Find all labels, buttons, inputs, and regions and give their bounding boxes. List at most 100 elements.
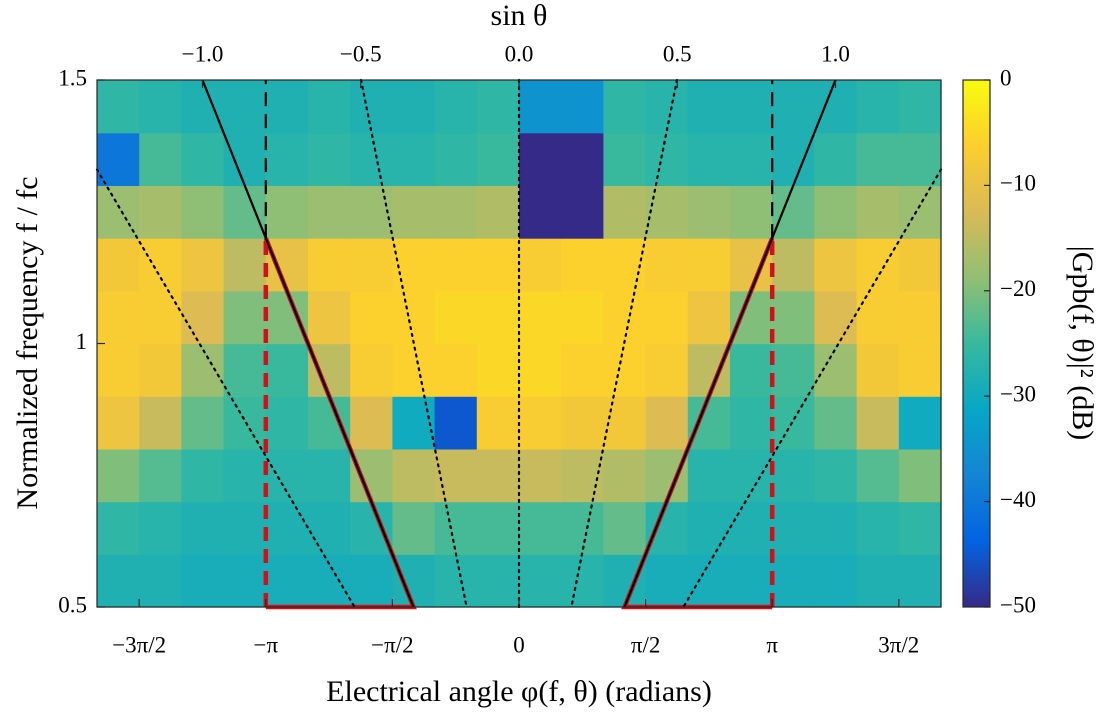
heatmap-cell bbox=[814, 501, 858, 555]
heatmap-cell bbox=[308, 80, 351, 134]
heatmap-cell bbox=[350, 238, 393, 292]
heatmap-cell bbox=[645, 396, 689, 450]
heatmap-cell bbox=[223, 185, 267, 239]
heatmap-cell bbox=[434, 343, 478, 397]
colorbar-tick-label: −30 bbox=[1000, 381, 1036, 406]
heatmap-cell bbox=[772, 238, 815, 292]
heatmap-cell bbox=[687, 501, 731, 555]
heatmap-cell bbox=[308, 396, 351, 450]
heatmap-cell bbox=[139, 132, 182, 186]
colorbar-tick-label: −40 bbox=[1000, 487, 1036, 512]
y-tick-label: 1.5 bbox=[58, 65, 87, 90]
heatmap-cell bbox=[519, 343, 562, 397]
heatmap-cell bbox=[223, 554, 267, 608]
heatmap-cell bbox=[181, 290, 225, 345]
heatmap-cell bbox=[645, 290, 689, 345]
heatmap-cell bbox=[898, 238, 942, 292]
heatmap-cell bbox=[603, 80, 647, 134]
heatmap-cell bbox=[519, 185, 562, 239]
heatmap-cell bbox=[350, 343, 393, 397]
heatmap-cell bbox=[434, 396, 478, 450]
heatmap-cell bbox=[687, 396, 731, 450]
heatmap-cell bbox=[308, 501, 351, 555]
heatmap-cell bbox=[265, 448, 309, 503]
x2-tick-label: 0.5 bbox=[663, 41, 692, 66]
heatmap-cell bbox=[223, 501, 267, 555]
colorbar-tick-label: −10 bbox=[1000, 171, 1036, 196]
overlay-line bbox=[570, 78, 679, 609]
heatmap-cell bbox=[856, 448, 900, 503]
heatmap-cell bbox=[181, 238, 225, 292]
heatmap-cell bbox=[561, 554, 604, 608]
heatmap-cell bbox=[856, 501, 900, 555]
heatmap-cell bbox=[476, 396, 520, 450]
heatmap-cell bbox=[603, 185, 647, 239]
heatmap-cell bbox=[139, 501, 182, 555]
heatmap-cell bbox=[519, 448, 562, 503]
heatmap-cell bbox=[392, 185, 436, 239]
heatmap-cell bbox=[898, 132, 942, 186]
heatmap-cell bbox=[392, 238, 436, 292]
heatmap-cell bbox=[603, 132, 647, 186]
heatmap-cell bbox=[265, 238, 309, 292]
heatmap-cell bbox=[561, 396, 604, 450]
heatmap-cell bbox=[898, 448, 942, 503]
x2-tick-label: −0.5 bbox=[340, 41, 382, 66]
heatmap-cell bbox=[139, 396, 182, 450]
x-tick-label: π/2 bbox=[631, 632, 661, 657]
heatmap-cell bbox=[392, 448, 436, 503]
heatmap-cell bbox=[181, 80, 225, 134]
heatmap-cell bbox=[392, 290, 436, 345]
x-axis-label: Electrical angle φ(f, θ) (radians) bbox=[326, 675, 712, 708]
heatmap-cell bbox=[97, 80, 140, 134]
heatmap-cell bbox=[519, 554, 562, 608]
heatmap-cell bbox=[350, 396, 393, 450]
heatmap-cell bbox=[561, 238, 604, 292]
heatmap-cell bbox=[476, 290, 520, 345]
heatmap-cell bbox=[561, 185, 604, 239]
heatmap-cell bbox=[223, 290, 267, 345]
heatmap-cell bbox=[139, 290, 182, 345]
heatmap-cell bbox=[856, 185, 900, 239]
heatmap-cell bbox=[814, 396, 858, 450]
overlay-line bbox=[682, 168, 943, 609]
overlay-line bbox=[623, 79, 837, 608]
heatmap-cell bbox=[139, 448, 182, 503]
heatmap-cell bbox=[856, 554, 900, 608]
colorbar-tick-label: −50 bbox=[1000, 592, 1036, 617]
heatmap-cell bbox=[519, 238, 562, 292]
heatmap-cell bbox=[434, 185, 478, 239]
x-tick-label: 0 bbox=[513, 632, 525, 657]
heatmap-cell bbox=[392, 554, 436, 608]
heatmap-cell bbox=[139, 80, 182, 134]
heatmap-cell bbox=[772, 554, 815, 608]
heatmap-cell bbox=[687, 448, 731, 503]
heatmap-cell bbox=[308, 290, 351, 345]
heatmap-cell bbox=[181, 396, 225, 450]
heatmap-cell bbox=[814, 554, 858, 608]
heatmap-cell bbox=[730, 185, 773, 239]
heatmap-cell bbox=[814, 343, 858, 397]
heatmap-cell bbox=[350, 290, 393, 345]
heatmap-cell bbox=[476, 185, 520, 239]
heatmap-cell bbox=[350, 501, 393, 555]
colorbar bbox=[962, 79, 991, 608]
heatmap-cell bbox=[603, 501, 647, 555]
heatmap-cell bbox=[308, 343, 351, 397]
heatmap-cell bbox=[730, 132, 773, 186]
heatmap-cell bbox=[856, 343, 900, 397]
heatmap-cell bbox=[687, 343, 731, 397]
heatmap-cell bbox=[730, 238, 773, 292]
heatmap-cell bbox=[772, 80, 815, 134]
heatmap-cell bbox=[856, 290, 900, 345]
heatmap-cell bbox=[814, 238, 858, 292]
heatmap-cell bbox=[97, 396, 140, 450]
heatmap-cell bbox=[434, 132, 478, 186]
heatmap-cell bbox=[814, 448, 858, 503]
heatmap-cell bbox=[561, 343, 604, 397]
heatmap-cell bbox=[645, 80, 689, 134]
x-tick-label: −π bbox=[254, 632, 279, 657]
heatmap-cell bbox=[645, 448, 689, 503]
heatmap-cell bbox=[772, 396, 815, 450]
heatmap-cell bbox=[223, 132, 267, 186]
